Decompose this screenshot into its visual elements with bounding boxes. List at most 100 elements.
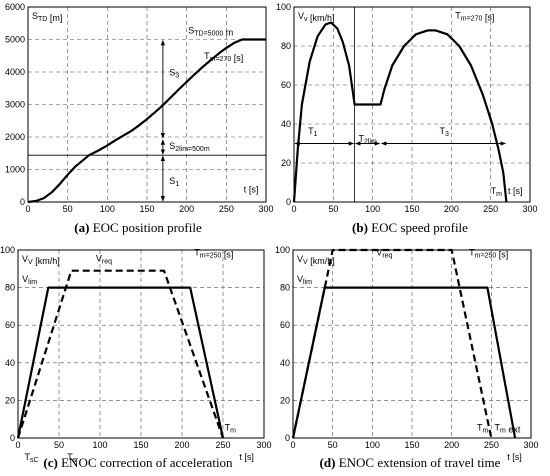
y-axis-label: STD [m] <box>32 11 62 23</box>
annotation-label: Vreq <box>96 253 112 265</box>
x-tick-label: 0 <box>290 440 295 450</box>
y-tick-label: 5000 <box>5 35 25 45</box>
x-tick-label: 300 <box>258 204 273 214</box>
y-tick-label: 60 <box>281 80 291 90</box>
annotation-label: Tm=270 [s] <box>455 11 494 23</box>
chart-panel-2: 0 50 100 150 200 250 300 0 20 40 60 80 100 Vv [km/h] T… <box>276 2 538 235</box>
x-tick-label: 250 <box>219 204 234 214</box>
series-line-1 <box>292 21 508 203</box>
y-tick-label: 60 <box>5 320 15 330</box>
x-tick-label: 150 <box>404 440 419 450</box>
annotation-label: Tm=250 [s] <box>469 248 508 260</box>
x-tick-label: 150 <box>139 204 154 214</box>
y-tick-label: 0 <box>20 197 25 207</box>
x-tick-label: 200 <box>179 204 194 214</box>
annotation-label: Vlim <box>22 274 37 286</box>
figure-caption: (b) EOC speed profile <box>352 220 468 235</box>
series-line-1 <box>291 286 517 439</box>
series-line-1 <box>27 38 266 204</box>
annotation-label: t [s] <box>508 186 523 196</box>
annotation-label: T3 <box>440 126 450 138</box>
figure-caption: (c) ENOC correction of acceleration <box>43 455 233 470</box>
y-axis-label: VV [km/h] <box>22 254 60 266</box>
plot-frame <box>17 249 265 439</box>
chart-panel-1: 0 50 100 150 200 250 3000100020003000400050006… <box>5 2 274 235</box>
annotation-label: Tm <box>491 186 503 198</box>
annotation-label: Tm=250 [s] <box>194 248 233 260</box>
x-tick-label: 250 <box>483 204 498 214</box>
y-tick-label: 2000 <box>5 132 25 142</box>
x-tick-label: 300 <box>522 204 537 214</box>
chart-panel-4: 0 50 100 150 200 250 300 0 20 40 60 80 100 VV [km/h] T… <box>275 245 539 470</box>
annotation-label: t [s] <box>507 452 522 462</box>
annotation-label: STD=5000 m <box>188 26 233 38</box>
y-tick-label: 80 <box>5 283 15 293</box>
y-tick-label: 60 <box>280 320 290 330</box>
series-line-2 <box>16 269 225 439</box>
x-tick-label: 50 <box>63 204 73 214</box>
x-tick-label: 100 <box>100 204 115 214</box>
y-tick-label: 80 <box>281 41 291 51</box>
x-tick-label: 150 <box>133 440 148 450</box>
x-axis-label: t [s] <box>244 184 259 194</box>
y-tick-label: 100 <box>275 245 290 255</box>
y-axis-label: VV [km/h] <box>297 254 335 266</box>
x-tick-label: 0 <box>291 204 296 214</box>
x-tick-label: 300 <box>256 440 271 450</box>
figure-caption: (d) ENOC extension of travel time <box>320 455 501 470</box>
annotation-label: S1 <box>169 176 179 188</box>
annotation-label: t [s] <box>239 452 254 462</box>
x-tick-label: 0 <box>15 440 20 450</box>
plot-frame <box>27 6 267 203</box>
y-tick-label: 0 <box>286 197 291 207</box>
annotation-label: S3 <box>169 67 179 79</box>
y-tick-label: 0 <box>10 433 15 443</box>
y-tick-label: 40 <box>281 119 291 129</box>
x-tick-label: 300 <box>523 440 538 450</box>
series-line-1 <box>16 286 225 439</box>
x-tick-label: 250 <box>484 440 499 450</box>
y-tick-label: 100 <box>276 2 291 12</box>
x-tick-label: 100 <box>92 440 107 450</box>
x-tick-label: 50 <box>328 440 338 450</box>
series-line-2 <box>291 248 493 439</box>
x-tick-label: 200 <box>174 440 189 450</box>
annotation-label: Tm ext <box>495 422 521 434</box>
annotation-label: Tm <box>225 422 237 434</box>
x-tick-label: 150 <box>404 204 419 214</box>
figure-caption: (a) EOC position profile <box>74 220 202 235</box>
y-tick-label: 40 <box>280 358 290 368</box>
annotation-label: S2lim=500m <box>169 141 210 153</box>
annotation-label: Vreq <box>376 248 392 260</box>
annotation-label: Vlim <box>297 274 312 286</box>
annotation-label: T2lim <box>359 134 378 146</box>
x-tick-label: 50 <box>54 440 64 450</box>
y-tick-label: 1000 <box>5 165 25 175</box>
x-tick-label: 100 <box>365 440 380 450</box>
y-tick-label: 20 <box>5 395 15 405</box>
y-tick-label: 80 <box>280 283 290 293</box>
y-tick-label: 20 <box>281 158 291 168</box>
annotation-label: Tm=270 [s] <box>204 51 243 63</box>
annotation-label: TsC <box>25 452 39 464</box>
y-tick-label: 20 <box>280 395 290 405</box>
x-tick-label: 250 <box>215 440 230 450</box>
x-tick-label: 50 <box>328 204 338 214</box>
x-tick-label: 0 <box>25 204 30 214</box>
plot-frame <box>293 6 531 203</box>
y-tick-label: 4000 <box>5 67 25 77</box>
y-axis-label: Vv [km/h] <box>298 11 335 23</box>
y-tick-label: 100 <box>0 245 15 255</box>
chart-panel-3: 0 50 100 150 200 250 300 0 20 40 60 80 100 VV [km/h] T… <box>0 245 272 470</box>
x-tick-label: 100 <box>365 204 380 214</box>
plot-frame <box>292 249 532 439</box>
y-tick-label: 3000 <box>5 100 25 110</box>
y-tick-label: 6000 <box>5 2 25 12</box>
x-tick-label: 200 <box>444 204 459 214</box>
y-tick-label: 40 <box>5 358 15 368</box>
annotation-label: Tm <box>477 422 489 434</box>
x-tick-label: 200 <box>444 440 459 450</box>
annotation-label: Ts <box>67 452 77 464</box>
annotation-label: T1 <box>308 126 318 138</box>
